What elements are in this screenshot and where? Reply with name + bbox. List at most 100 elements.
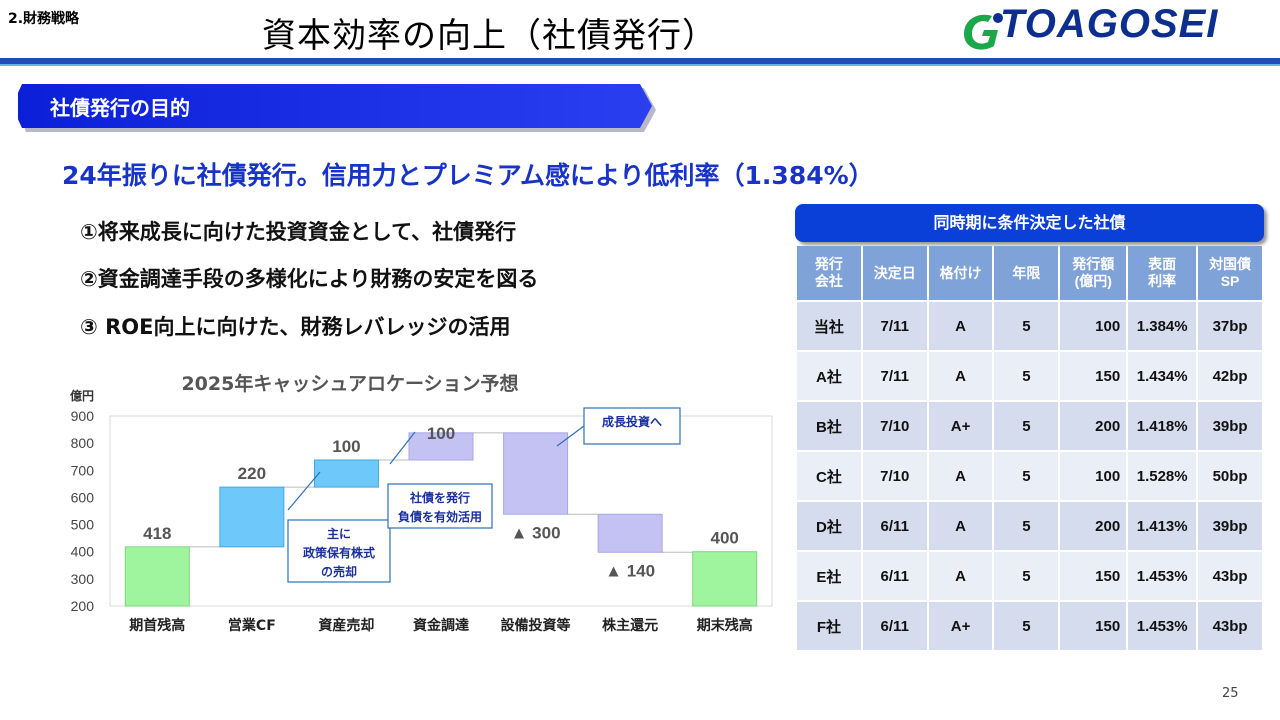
table-cell: 43bp [1198,602,1262,650]
header-rule [0,58,1280,64]
column-header: 発行 会社 [797,246,861,300]
x-tick-label: 期首残高 [129,617,185,634]
purpose-item: ①将来成長に向けた投資資金として、社債発行 [80,220,517,244]
column-header: 決定日 [862,246,927,300]
y-tick-label: 300 [71,571,95,587]
table-row: C社 7/10 A 5 100 1.528% 50bp [797,452,1262,500]
bond-table-title: 同時期に条件決定した社債 [795,204,1264,242]
y-tick-label: 800 [71,435,95,451]
table-cell: F社 [797,602,861,650]
table-cell: A社 [797,352,861,400]
table-cell: 1.434% [1128,352,1197,400]
section-label: 2.財務戦略 [8,11,80,27]
chart-title: 2025年キャッシュアロケーション予想 [181,372,518,395]
y-tick-label: 900 [71,408,95,424]
annotation-text: 政策保有株式 [303,545,375,560]
table-row: B社 7/10 A+ 5 200 1.418% 39bp [797,402,1262,450]
purpose-item: ②資金調達手段の多様化により財務の安定を図る [80,267,539,291]
annotation-text: 負債を有効活用 [398,509,482,524]
table-cell: 150 [1060,352,1127,400]
page-number: 25 [1222,686,1239,701]
data-label: ▲ 300 [511,523,561,542]
waterfall-bar [219,486,285,548]
x-tick-label: 株主還元 [602,617,658,634]
table-cell: 150 [1060,552,1127,600]
table-cell: 1.453% [1128,602,1197,650]
y-tick-label: 700 [71,462,95,478]
table-cell: 1.384% [1128,302,1197,350]
purpose-item: ③ ROE向上に向けた、財務レバレッジの活用 [80,315,511,339]
company-logo-text: TOAGOSEI [1000,2,1219,46]
table-cell: 5 [994,352,1059,400]
table-cell: E社 [797,552,861,600]
waterfall-bar [597,513,663,553]
table-row: F社 6/11 A+ 5 150 1.453% 43bp [797,602,1262,650]
bond-comparison-table: 発行 会社 決定日 格付け 年限 発行額 (億円) 表面 利率 対国債 SP 当… [795,244,1264,652]
data-label: ▲ 140 [605,561,655,580]
table-cell: A [928,502,993,550]
annotation-box [287,519,391,583]
table-row: A社 7/11 A 5 150 1.434% 42bp [797,352,1262,400]
data-label: 418 [143,524,171,543]
annotation-text: 成長投資へ [602,414,662,429]
column-header: 格付け [928,246,993,300]
table-cell: 39bp [1198,402,1262,450]
table-row: D社 6/11 A 5 200 1.413% 39bp [797,502,1262,550]
table-cell: 43bp [1198,552,1262,600]
annotation-text: 主に [327,526,351,541]
page-title: 資本効率の向上（社債発行） [262,16,717,56]
table-header-row: 発行 会社 決定日 格付け 年限 発行額 (億円) 表面 利率 対国債 SP [797,246,1262,300]
table-cell: 5 [994,602,1059,650]
header-rule-accent [0,64,1280,66]
table-cell: 39bp [1198,502,1262,550]
table-cell: 1.413% [1128,502,1197,550]
annotation-leader [389,431,416,465]
y-tick-label: 600 [71,489,95,505]
annotation-leader [287,471,321,511]
column-header: 対国債 SP [1198,246,1262,300]
annotation-box [583,407,681,445]
x-tick-label: 資産売却 [318,617,374,634]
table-cell: 200 [1060,402,1127,450]
table-cell: A [928,452,993,500]
table-cell: 6/11 [862,552,927,600]
waterfall-bar [503,432,569,515]
table-row: 当社 7/11 A 5 100 1.384% 37bp [797,302,1262,350]
x-tick-label: 期末残高 [697,617,753,634]
logo-mark-icon [964,14,998,50]
table-cell: 37bp [1198,302,1262,350]
table-cell: 42bp [1198,352,1262,400]
plot-frame [109,415,773,607]
table-cell: 5 [994,302,1059,350]
table-cell: 1.453% [1128,552,1197,600]
table-cell: C社 [797,452,861,500]
column-header: 表面 利率 [1128,246,1197,300]
company-logo [964,13,1003,50]
y-tick-label: 400 [71,544,95,560]
y-axis-unit: 億円 [70,388,94,403]
annotation-text: の売却 [321,564,357,579]
table-cell: 100 [1060,302,1127,350]
section-banner [18,84,656,132]
table-cell: 7/11 [862,352,927,400]
table-cell: 6/11 [862,602,927,650]
waterfall-bar [408,432,474,461]
table-cell: 5 [994,552,1059,600]
y-tick-label: 200 [71,598,95,614]
waterfall-bar [313,459,379,488]
table-cell: 5 [994,402,1059,450]
annotation-text: 社債を発行 [409,490,470,505]
annotation-leader [556,425,585,447]
table-cell: 7/10 [862,402,927,450]
table-row: E社 6/11 A 5 150 1.453% 43bp [797,552,1262,600]
x-tick-label: 営業CF [228,617,276,634]
table-cell: 1.418% [1128,402,1197,450]
table-cell: 100 [1060,452,1127,500]
table-cell: A+ [928,402,993,450]
column-header: 発行額 (億円) [1060,246,1127,300]
table-cell: 5 [994,452,1059,500]
table-cell: 150 [1060,602,1127,650]
column-header: 年限 [994,246,1059,300]
y-tick-label: 500 [71,517,95,533]
